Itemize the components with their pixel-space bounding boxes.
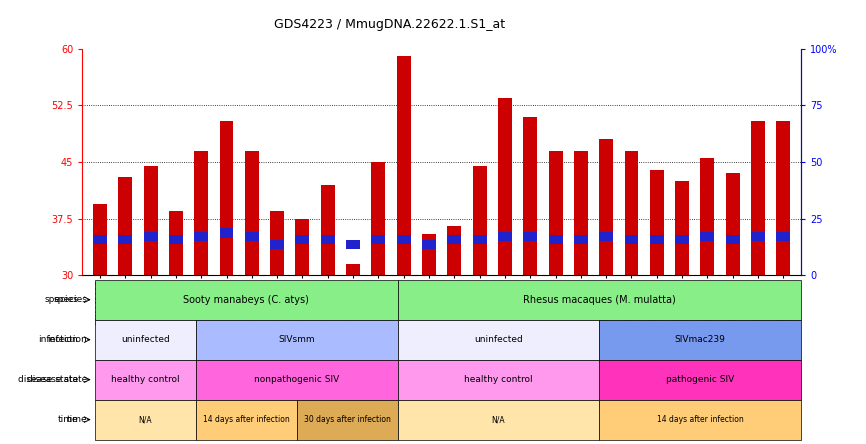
Text: N/A: N/A bbox=[492, 415, 505, 424]
Text: healthy control: healthy control bbox=[464, 375, 533, 384]
Bar bbox=[548, 234, 563, 244]
Text: SIVsmm: SIVsmm bbox=[278, 335, 315, 344]
Text: uninfected: uninfected bbox=[121, 335, 170, 344]
Bar bbox=[624, 234, 638, 244]
Bar bbox=[574, 151, 588, 275]
Bar bbox=[498, 98, 512, 275]
Bar bbox=[93, 203, 107, 275]
Text: infection: infection bbox=[48, 335, 87, 344]
Bar bbox=[422, 234, 436, 275]
Bar bbox=[726, 234, 740, 244]
Bar bbox=[169, 211, 183, 275]
Bar bbox=[95, 400, 196, 440]
Text: N/A: N/A bbox=[139, 415, 152, 424]
Bar bbox=[624, 151, 638, 275]
Text: disease state: disease state bbox=[17, 375, 78, 384]
Bar bbox=[169, 234, 183, 244]
Bar bbox=[144, 166, 158, 275]
Text: species: species bbox=[44, 295, 78, 304]
Bar bbox=[194, 151, 208, 275]
Bar bbox=[397, 56, 410, 275]
Bar bbox=[95, 320, 196, 360]
Bar bbox=[473, 234, 487, 244]
Bar bbox=[397, 280, 801, 320]
Text: SIVmac239: SIVmac239 bbox=[675, 335, 726, 344]
Bar bbox=[397, 234, 410, 244]
Bar bbox=[270, 211, 284, 275]
Bar bbox=[372, 162, 385, 275]
Bar bbox=[726, 173, 740, 275]
Bar bbox=[194, 232, 208, 242]
Bar bbox=[196, 400, 297, 440]
Bar bbox=[297, 400, 397, 440]
Bar bbox=[599, 320, 801, 360]
Text: species: species bbox=[54, 295, 87, 304]
Bar bbox=[346, 240, 360, 249]
Bar bbox=[448, 234, 462, 244]
Text: uninfected: uninfected bbox=[474, 335, 523, 344]
Bar bbox=[95, 280, 397, 320]
Text: disease state: disease state bbox=[27, 375, 87, 384]
Bar bbox=[295, 219, 309, 275]
Bar bbox=[270, 240, 284, 249]
Bar bbox=[701, 232, 714, 242]
Bar bbox=[675, 181, 689, 275]
Bar bbox=[498, 232, 512, 242]
Bar bbox=[320, 185, 335, 275]
Bar bbox=[295, 234, 309, 244]
Text: time: time bbox=[67, 415, 87, 424]
Text: 14 days after infection: 14 days after infection bbox=[203, 415, 289, 424]
Bar bbox=[599, 400, 801, 440]
Bar bbox=[448, 226, 462, 275]
Bar bbox=[650, 234, 663, 244]
Text: pathogenic SIV: pathogenic SIV bbox=[666, 375, 734, 384]
Text: Rhesus macaques (M. mulatta): Rhesus macaques (M. mulatta) bbox=[523, 295, 675, 305]
Text: 30 days after infection: 30 days after infection bbox=[304, 415, 391, 424]
Text: nonpathogenic SIV: nonpathogenic SIV bbox=[254, 375, 339, 384]
Bar bbox=[144, 232, 158, 242]
Bar bbox=[397, 320, 599, 360]
Bar bbox=[220, 120, 234, 275]
Bar bbox=[777, 120, 791, 275]
Bar bbox=[95, 360, 196, 400]
Bar bbox=[93, 234, 107, 244]
Text: time: time bbox=[57, 415, 78, 424]
Bar bbox=[599, 139, 613, 275]
Bar bbox=[751, 120, 765, 275]
Bar bbox=[320, 234, 335, 244]
Text: 14 days after infection: 14 days after infection bbox=[656, 415, 744, 424]
Bar bbox=[599, 360, 801, 400]
Bar bbox=[397, 360, 599, 400]
Bar bbox=[372, 234, 385, 244]
Bar bbox=[777, 232, 791, 242]
Bar bbox=[675, 234, 689, 244]
Bar bbox=[346, 264, 360, 275]
Bar bbox=[701, 159, 714, 275]
Bar bbox=[599, 232, 613, 242]
Bar bbox=[119, 177, 132, 275]
Bar bbox=[422, 240, 436, 249]
Bar bbox=[245, 232, 259, 242]
Bar bbox=[220, 229, 234, 238]
Bar bbox=[650, 170, 663, 275]
Bar bbox=[548, 151, 563, 275]
Text: infection: infection bbox=[38, 335, 78, 344]
Bar bbox=[397, 400, 599, 440]
Text: healthy control: healthy control bbox=[111, 375, 179, 384]
Bar bbox=[196, 360, 397, 400]
Bar bbox=[245, 151, 259, 275]
Bar bbox=[119, 234, 132, 244]
Text: Sooty manabeys (C. atys): Sooty manabeys (C. atys) bbox=[184, 295, 309, 305]
Bar bbox=[473, 166, 487, 275]
Bar bbox=[574, 234, 588, 244]
Bar bbox=[523, 117, 537, 275]
Bar bbox=[523, 232, 537, 242]
Text: GDS4223 / MmugDNA.22622.1.S1_at: GDS4223 / MmugDNA.22622.1.S1_at bbox=[275, 18, 505, 31]
Bar bbox=[751, 232, 765, 242]
Bar bbox=[196, 320, 397, 360]
